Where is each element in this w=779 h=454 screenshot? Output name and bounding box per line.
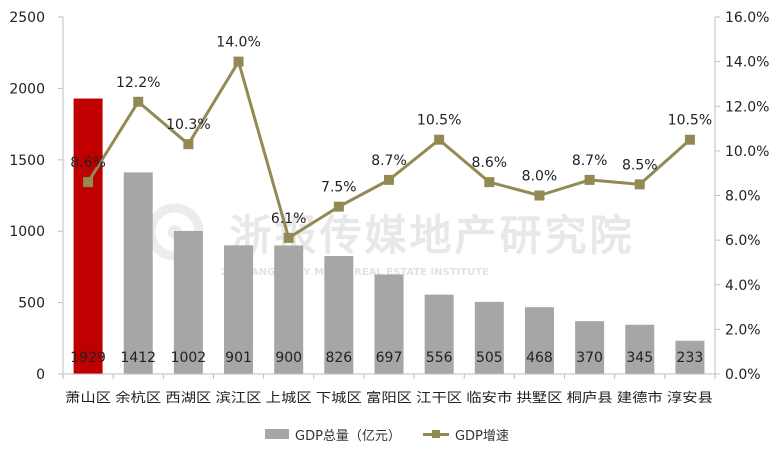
bar-value-label: 505 (476, 350, 503, 366)
growth-marker (534, 190, 545, 201)
x-tick-label: 余杭区 (115, 390, 161, 406)
growth-value-label: 8.5% (622, 157, 658, 173)
x-tick-label: 淳安县 (667, 390, 713, 406)
growth-value-label: 8.7% (572, 153, 608, 169)
bar-余杭区 (123, 172, 153, 374)
growth-value-label: 10.5% (668, 113, 712, 129)
x-tick-label: 江干区 (416, 391, 462, 406)
bar-value-label: 1929 (70, 350, 106, 366)
bar-value-label: 233 (677, 350, 704, 366)
bar-value-label: 370 (576, 350, 603, 366)
bar-value-label: 901 (225, 350, 252, 366)
growth-value-label: 10.5% (417, 113, 461, 129)
y-left-tick-label: 2500 (9, 10, 45, 26)
x-tick-label: 建德市 (617, 390, 663, 406)
x-tick-label: 临安市 (466, 390, 512, 406)
legend-label-gdp-total: GDP总量（亿元） (295, 428, 401, 444)
growth-marker (484, 177, 495, 188)
growth-marker (233, 56, 244, 67)
bar-value-label: 345 (626, 350, 653, 366)
bar-淳安县 (675, 340, 705, 374)
y-left-tick-label: 2000 (9, 81, 45, 97)
growth-value-label: 12.2% (116, 75, 160, 91)
growth-value-label: 10.3% (166, 117, 210, 133)
bar-value-label: 1002 (171, 350, 207, 366)
y-right-tick-label: 4.0% (725, 278, 761, 294)
bar-富阳区 (374, 274, 404, 374)
data-labels: 1929 1412 1002 901 900 826 697 556 505 468 370 345 2… (70, 35, 712, 366)
growth-marker (584, 174, 595, 185)
y-left-tick-label: 1000 (9, 224, 45, 240)
legend-swatch-line (422, 428, 449, 440)
growth-marker (333, 201, 344, 212)
bar-建德市 (625, 324, 655, 374)
bar-临安市 (474, 301, 504, 374)
growth-marker (384, 174, 394, 185)
legend: GDP总量（亿元） GDP增速 (265, 424, 531, 444)
growth-value-label: 6.1% (271, 211, 307, 227)
y-left-tick-label: 500 (18, 296, 45, 312)
watermark-subtext: ZHEJIANG DAILY MEDIA REAL ESTATE INSTITU… (221, 267, 489, 278)
y-right-tick-label: 14.0% (725, 55, 769, 71)
bar-滨江区 (224, 245, 254, 374)
legend-item-gdp-total: GDP总量（亿元） (265, 425, 401, 444)
y-right-tick-label: 8.0% (725, 189, 761, 205)
x-tick-label: 下城区 (316, 391, 362, 406)
bar-桐庐县 (575, 321, 605, 374)
bar-value-label: 697 (376, 350, 403, 366)
y-left-tick-label: 1500 (9, 153, 45, 169)
bar-value-label: 900 (275, 350, 302, 366)
x-tick-label: 富阳区 (366, 390, 412, 406)
x-tick-label: 上城区 (266, 391, 312, 406)
growth-marker (133, 96, 144, 107)
growth-value-label: 8.6% (472, 155, 508, 171)
growth-marker (83, 177, 94, 188)
bar-萧山区 (73, 98, 103, 374)
legend-swatch-bar (265, 429, 289, 439)
x-tick-label: 萧山区 (65, 391, 111, 406)
bar-value-label: 468 (526, 350, 553, 366)
bar-下城区 (324, 256, 354, 374)
y-right-tick-label: 2.0% (725, 322, 761, 338)
bar-拱墅区 (524, 307, 554, 374)
x-tick-label: 滨江区 (216, 390, 262, 406)
axes: 0 500 1000 1500 2000 2500 0.0% 2.0% 4.0% 6.0% 8.0%… (9, 10, 769, 406)
bar-value-label: 1412 (120, 350, 156, 366)
y-right-tick-label: 16.0% (725, 10, 769, 26)
growth-value-label: 7.5% (321, 180, 357, 196)
legend-label-gdp-growth: GDP增速 (454, 428, 509, 444)
y-right-tick-label: 10.0% (725, 144, 769, 160)
growth-value-label: 14.0% (216, 35, 260, 51)
x-tick-label: 西湖区 (165, 391, 211, 406)
y-right-tick-label: 0.0% (725, 367, 761, 383)
bar-西湖区 (173, 230, 203, 374)
bar-value-label: 826 (325, 350, 352, 366)
growth-marker (283, 232, 294, 243)
y-right-tick-label: 12.0% (725, 99, 769, 115)
x-tick-label: 拱墅区 (516, 391, 562, 406)
watermark: 浙报传媒地产研究院 ZHEJIANG DAILY MEDIA REAL ESTA… (146, 203, 632, 278)
x-tick-label: 桐庐县 (567, 391, 613, 406)
growth-value-label: 8.7% (371, 153, 407, 169)
bar-上城区 (274, 245, 304, 374)
growth-marker (684, 134, 695, 145)
legend-item-gdp-growth: GDP增速 (422, 425, 509, 444)
growth-value-label: 8.0% (522, 169, 558, 185)
growth-marker (183, 139, 194, 150)
growth-marker (434, 134, 445, 145)
bar-value-label: 556 (426, 350, 453, 366)
bar-江干区 (424, 294, 454, 374)
y-left-tick-label: 0 (36, 367, 45, 383)
line-series (83, 56, 695, 243)
y-right-tick-label: 6.0% (725, 233, 761, 249)
bar-series (73, 98, 705, 374)
growth-value-label: 8.6% (70, 155, 106, 171)
growth-marker (634, 179, 645, 190)
